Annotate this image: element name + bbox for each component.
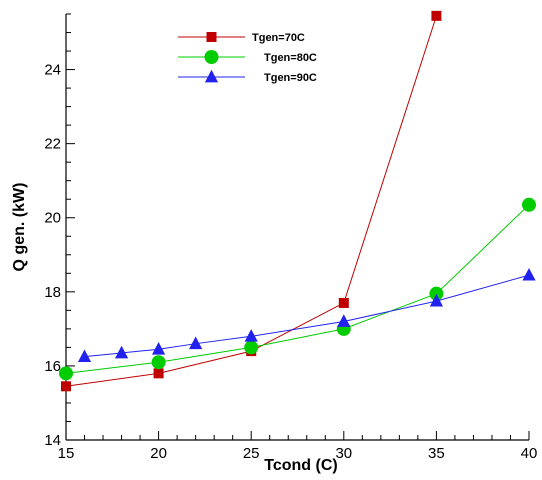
triangle-marker — [204, 69, 219, 83]
legend-item: Tgen=80C — [178, 50, 317, 64]
circle-marker — [429, 286, 444, 301]
triangle-marker — [337, 314, 351, 327]
circle-marker — [522, 197, 536, 212]
x-tick-label: 35 — [428, 445, 445, 462]
series-2 — [59, 197, 536, 381]
square-marker — [431, 10, 442, 21]
series-3 — [77, 267, 536, 363]
circle-marker — [151, 355, 166, 370]
legend-item: Tgen=90C — [178, 69, 317, 84]
triangle-marker — [244, 329, 258, 342]
legend-item: Tgen=70C — [178, 32, 305, 44]
x-tick-label: 15 — [58, 445, 75, 462]
x-tick-label: 25 — [243, 445, 260, 462]
square-marker — [338, 297, 349, 308]
triangle-marker — [189, 336, 203, 350]
square-marker — [206, 32, 217, 42]
y-tick-label: 16 — [44, 358, 61, 375]
series-line — [84, 274, 530, 358]
y-ticks: 14 16 18 20 22 24 — [44, 13, 75, 449]
legend-label: Tgen=80C — [264, 52, 317, 64]
x-tick-label: 20 — [150, 445, 167, 462]
square-marker — [61, 381, 71, 392]
legend: Tgen=70C Tgen=80C Tgen=90C — [178, 32, 317, 84]
series-line — [65, 204, 530, 374]
circle-marker — [244, 340, 259, 355]
triangle-marker — [114, 345, 129, 359]
triangle-marker — [77, 349, 92, 363]
x-axis-label: Tcond (C) — [264, 457, 337, 474]
y-axis-label: Q gen. (kW) — [11, 183, 28, 272]
x-tick-label: 40 — [521, 445, 538, 462]
legend-label: Tgen=70C — [252, 32, 305, 44]
square-marker — [153, 368, 164, 379]
x-tick-label: 30 — [335, 445, 352, 462]
y-tick-label: 14 — [44, 432, 61, 449]
circle-marker — [204, 50, 219, 64]
x-ticks: 15 20 25 30 35 40 — [58, 431, 538, 462]
triangle-marker — [522, 267, 536, 281]
circle-marker — [59, 366, 73, 381]
y-tick-label: 20 — [44, 210, 61, 227]
legend-label: Tgen=90C — [264, 72, 317, 84]
triangle-marker — [429, 293, 443, 307]
triangle-marker — [152, 342, 166, 355]
y-tick-label: 24 — [44, 62, 61, 79]
y-tick-label: 18 — [44, 284, 61, 301]
y-tick-label: 22 — [44, 136, 61, 153]
series — [59, 10, 536, 392]
